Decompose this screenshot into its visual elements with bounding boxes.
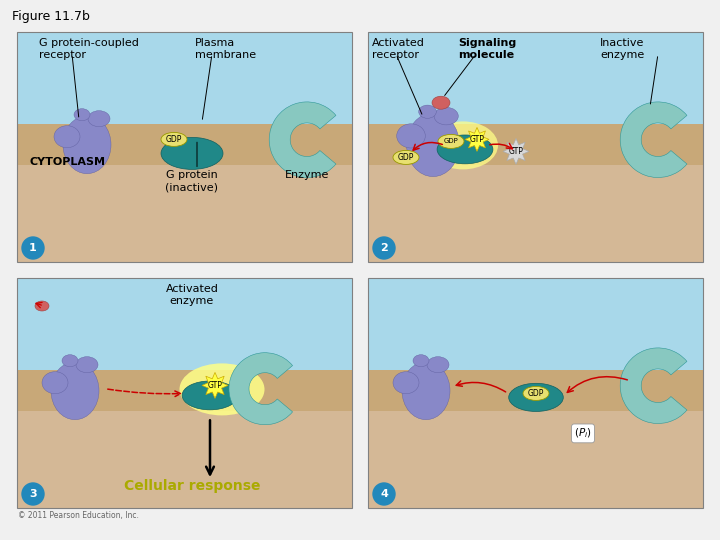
Bar: [368, 165, 703, 262]
Text: Inactive
enzyme: Inactive enzyme: [600, 38, 644, 59]
Bar: [17, 278, 352, 508]
Circle shape: [373, 237, 395, 259]
Text: 3: 3: [30, 489, 37, 499]
Ellipse shape: [437, 135, 493, 164]
Ellipse shape: [74, 109, 90, 121]
Ellipse shape: [393, 372, 419, 394]
Text: Figure 11.7b: Figure 11.7b: [12, 10, 90, 23]
Bar: [17, 124, 352, 165]
Polygon shape: [202, 373, 228, 399]
Ellipse shape: [438, 134, 464, 149]
Text: GDP: GDP: [528, 389, 544, 398]
Ellipse shape: [407, 113, 459, 177]
Text: Activated
receptor: Activated receptor: [372, 38, 425, 59]
Bar: [368, 32, 703, 262]
Bar: [17, 278, 352, 370]
Ellipse shape: [402, 362, 450, 420]
Bar: [368, 278, 703, 370]
Bar: [368, 278, 703, 508]
Wedge shape: [269, 102, 336, 178]
Text: GDP: GDP: [444, 138, 459, 144]
Ellipse shape: [179, 363, 264, 415]
Ellipse shape: [523, 387, 549, 400]
Ellipse shape: [432, 96, 450, 109]
Text: Enzyme: Enzyme: [285, 171, 329, 180]
Bar: [368, 32, 703, 124]
Bar: [17, 411, 352, 508]
Text: G protein-coupled
receptor: G protein-coupled receptor: [39, 38, 139, 59]
Bar: [17, 32, 352, 262]
Ellipse shape: [161, 132, 187, 146]
Wedge shape: [620, 348, 687, 423]
Text: 1: 1: [29, 243, 37, 253]
Circle shape: [22, 483, 44, 505]
Ellipse shape: [397, 124, 426, 148]
Ellipse shape: [88, 111, 110, 127]
Bar: [17, 165, 352, 262]
Ellipse shape: [182, 381, 238, 410]
Polygon shape: [503, 138, 529, 164]
Ellipse shape: [161, 137, 223, 170]
Ellipse shape: [76, 357, 98, 373]
Bar: [368, 370, 703, 411]
Ellipse shape: [62, 355, 78, 367]
Text: GDP: GDP: [166, 135, 182, 144]
Text: Signaling
molecule: Signaling molecule: [458, 38, 516, 59]
Ellipse shape: [63, 116, 111, 174]
Text: Cellular response: Cellular response: [124, 479, 260, 493]
Text: CYTOPLASM: CYTOPLASM: [29, 157, 105, 167]
Text: © 2011 Pearson Education, Inc.: © 2011 Pearson Education, Inc.: [18, 511, 139, 520]
Circle shape: [22, 237, 44, 259]
Text: GTP: GTP: [508, 147, 523, 156]
Wedge shape: [620, 102, 687, 178]
Ellipse shape: [428, 122, 498, 170]
Wedge shape: [229, 353, 292, 424]
Text: G protein
(inactive): G protein (inactive): [166, 171, 218, 192]
Text: $(P_i)$: $(P_i)$: [574, 427, 592, 440]
Polygon shape: [465, 127, 489, 151]
Bar: [368, 124, 703, 165]
Ellipse shape: [419, 105, 436, 118]
Ellipse shape: [54, 126, 80, 148]
Bar: [368, 411, 703, 508]
Ellipse shape: [393, 151, 419, 164]
Ellipse shape: [42, 372, 68, 394]
Bar: [17, 32, 352, 124]
Ellipse shape: [413, 355, 429, 367]
Ellipse shape: [35, 301, 49, 311]
Ellipse shape: [427, 357, 449, 373]
Ellipse shape: [434, 107, 459, 125]
Text: GTP: GTP: [469, 135, 485, 144]
Text: Plasma
membrane: Plasma membrane: [195, 38, 256, 59]
Ellipse shape: [51, 362, 99, 420]
Text: 4: 4: [380, 489, 388, 499]
Text: Activated
enzyme: Activated enzyme: [166, 284, 218, 306]
Bar: [17, 370, 352, 411]
Text: GDP: GDP: [398, 153, 414, 162]
Circle shape: [373, 483, 395, 505]
Text: 2: 2: [380, 243, 388, 253]
Ellipse shape: [509, 383, 563, 411]
Text: GTP: GTP: [207, 381, 222, 390]
